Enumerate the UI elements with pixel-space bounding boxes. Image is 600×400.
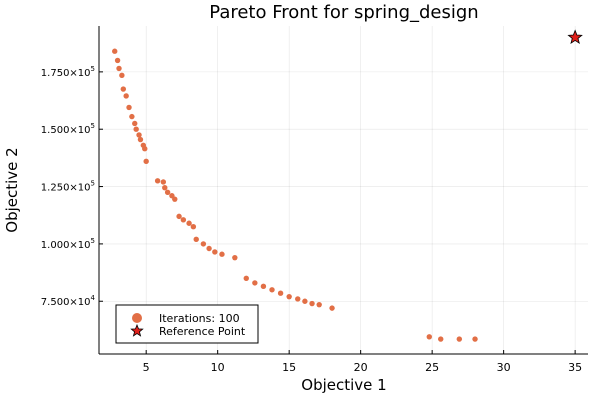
y-tick-label: 1.250×105	[41, 180, 95, 194]
y-tick-labels: 7.500×104 1.000×105 1.250×105 1.500×105 1.75…	[41, 65, 103, 308]
pareto-point	[456, 336, 463, 342]
pareto-point	[154, 178, 161, 184]
pareto-point	[116, 65, 122, 72]
pareto-point	[123, 93, 129, 99]
pareto-point	[112, 48, 118, 54]
y-axis-label: Objective 2	[3, 147, 21, 232]
x-tick-label: 15	[282, 361, 296, 374]
x-tick-label: 35	[568, 361, 582, 374]
pareto-point	[129, 113, 135, 120]
pareto-point	[133, 126, 139, 132]
pareto-point	[200, 241, 207, 247]
pareto-point	[143, 158, 149, 165]
legend-label-reference-point: Reference Point	[159, 325, 246, 338]
pareto-point	[426, 334, 432, 340]
pareto-point	[316, 301, 322, 308]
pareto-point	[309, 300, 315, 307]
x-tick-label: 30	[497, 361, 511, 374]
x-tick-label: 5	[143, 361, 150, 374]
legend-circle-marker	[132, 313, 142, 323]
grid-lines	[99, 26, 588, 354]
pareto-point	[190, 223, 197, 230]
pareto-point	[206, 245, 212, 252]
x-axis-label: Objective 1	[301, 376, 386, 394]
pareto-point	[269, 287, 275, 293]
pareto-point	[180, 217, 187, 223]
pareto-point	[277, 290, 284, 296]
legend-label-iterations: Iterations: 100	[159, 312, 240, 325]
pareto-point	[120, 86, 127, 92]
pareto-point	[126, 104, 132, 111]
pareto-point	[162, 185, 168, 191]
pareto-point	[472, 336, 478, 342]
pareto-point	[132, 120, 138, 127]
legend: Iterations: 100 Reference Point	[115, 304, 259, 344]
y-tick-label: 1.000×105	[41, 237, 95, 251]
x-tick-label: 20	[354, 361, 368, 374]
pareto-point	[114, 57, 121, 64]
pareto-point	[302, 298, 308, 304]
pareto-point	[160, 179, 167, 185]
x-tick-label: 10	[211, 361, 225, 374]
pareto-point	[142, 146, 148, 152]
pareto-point	[243, 275, 249, 282]
y-tick-label: 7.500×104	[41, 294, 96, 308]
pareto-point	[212, 249, 218, 255]
y-tick-label: 1.500×105	[41, 122, 95, 136]
axes	[98, 26, 588, 355]
pareto-point	[164, 189, 171, 195]
pareto-point	[172, 196, 178, 202]
chart-title: Pareto Front for spring_design	[209, 2, 478, 23]
y-tick-label: 1.750×105	[41, 65, 95, 79]
pareto-point	[137, 136, 144, 143]
pareto-point	[260, 283, 267, 290]
pareto-point	[329, 305, 335, 311]
pareto-point	[295, 296, 301, 302]
pareto-point	[176, 213, 182, 220]
pareto-point	[119, 72, 125, 79]
legend-box	[115, 304, 259, 344]
data-points	[112, 29, 583, 342]
pareto-point	[219, 251, 225, 257]
reference-point-marker	[567, 29, 583, 45]
pareto-point	[286, 293, 292, 300]
legend-star-marker	[130, 323, 144, 337]
x-tick-labels: 5 10 15 20 25 30 35	[143, 350, 582, 374]
pareto-point	[252, 280, 258, 286]
pareto-point	[193, 236, 199, 243]
pareto-point	[186, 220, 192, 226]
pareto-point	[232, 254, 238, 261]
x-tick-label: 25	[425, 361, 439, 374]
pareto-point	[136, 132, 142, 138]
pareto-point	[438, 336, 444, 342]
